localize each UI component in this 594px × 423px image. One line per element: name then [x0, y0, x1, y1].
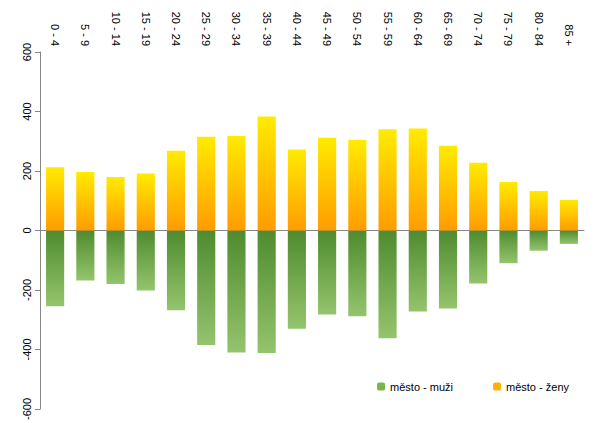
svg-text:600: 600 [21, 43, 33, 61]
svg-text:0: 0 [21, 227, 33, 233]
svg-text:75 - 79: 75 - 79 [502, 12, 514, 46]
svg-text:20 - 24: 20 - 24 [170, 12, 182, 46]
svg-text:85 +: 85 + [563, 24, 575, 46]
svg-text:15 - 19: 15 - 19 [140, 12, 152, 46]
svg-text:50 - 54: 50 - 54 [351, 12, 363, 46]
svg-text:40 - 44: 40 - 44 [291, 12, 303, 46]
svg-text:0 - 4: 0 - 4 [49, 24, 61, 46]
svg-text:65 - 69: 65 - 69 [442, 12, 454, 46]
svg-text:35 - 39: 35 - 39 [261, 12, 273, 46]
svg-text:70 - 74: 70 - 74 [472, 12, 484, 46]
svg-text:80 - 84: 80 - 84 [533, 12, 545, 46]
svg-text:-200: -200 [21, 279, 33, 301]
svg-text:200: 200 [21, 162, 33, 180]
svg-text:400: 400 [21, 102, 33, 120]
svg-text:60 - 64: 60 - 64 [412, 12, 424, 46]
svg-text:-600: -600 [21, 398, 33, 420]
svg-text:město - muži: město - muži [390, 381, 453, 393]
svg-text:25 - 29: 25 - 29 [200, 12, 212, 46]
svg-text:30 - 34: 30 - 34 [230, 12, 242, 46]
svg-text:5 - 9: 5 - 9 [79, 24, 91, 46]
svg-text:-400: -400 [21, 338, 33, 360]
svg-text:45 - 49: 45 - 49 [321, 12, 333, 46]
svg-text:10 - 14: 10 - 14 [110, 12, 122, 46]
svg-text:55 - 59: 55 - 59 [382, 12, 394, 46]
svg-text:město - ženy: město - ženy [506, 381, 569, 393]
